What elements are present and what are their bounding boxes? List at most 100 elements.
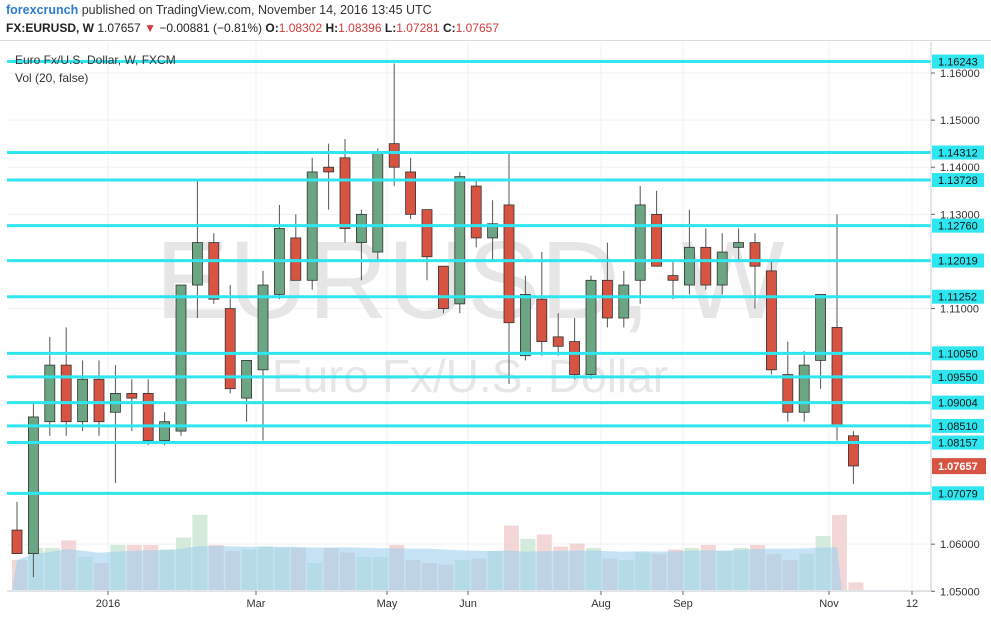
price-level-label: 1.12760: [938, 221, 978, 233]
candle-body-down: [651, 213, 662, 267]
candle-body-down: [339, 157, 351, 229]
price-level-tag: [932, 289, 984, 304]
candle-body-down: [766, 270, 777, 371]
candle: [536, 252, 548, 356]
candle-body-up: [191, 242, 203, 286]
price-level-label: 1.16243: [938, 57, 978, 69]
candle: [733, 228, 744, 262]
candle-body-down: [552, 336, 564, 347]
candle: [552, 313, 564, 356]
open-value: 1.08302: [278, 21, 323, 35]
candle: [372, 148, 384, 262]
price-level-tag: [932, 395, 984, 410]
price-tick-label: 1.05000: [940, 586, 980, 598]
candle: [470, 181, 482, 248]
candle-body-up: [585, 279, 597, 375]
candle-body-up: [44, 364, 56, 423]
candle: [782, 341, 794, 422]
candle-body-down: [208, 242, 220, 300]
candle-body-down: [782, 374, 794, 413]
price-level-label: 1.14312: [938, 148, 978, 160]
candle: [766, 261, 777, 375]
ohlc-line: FX:EURUSD, W 1.07657 ▼ −0.00881 (−0.81%)…: [6, 21, 499, 35]
candle: [618, 270, 630, 328]
close-value: 1.07657: [455, 21, 500, 35]
last-price-label: 1.07657: [938, 461, 978, 473]
candle-body-up: [798, 364, 810, 413]
candle: [11, 501, 23, 555]
candle-body-down: [848, 435, 859, 467]
price-tick-label: 1.16000: [940, 68, 980, 80]
price-level-tag: [932, 486, 984, 501]
candle: [798, 350, 810, 422]
candle: [323, 143, 335, 210]
candle-body-down: [503, 204, 515, 324]
time-axis[interactable]: 2016 Mar May Jun Aug Sep Nov 12: [96, 591, 918, 610]
candle-body-up: [634, 204, 646, 281]
candle-body-down: [421, 209, 433, 258]
low-label: L:: [384, 21, 397, 35]
candle: [306, 157, 318, 290]
horizontal-levels[interactable]: [7, 60, 931, 495]
candle: [503, 153, 515, 384]
volume-ma-area: [12, 546, 842, 590]
candle: [585, 275, 597, 380]
candle-body-down: [323, 166, 335, 173]
candle: [27, 402, 39, 578]
candle-body-up: [684, 246, 695, 286]
candle-body-down: [388, 143, 400, 168]
time-tick-label: Sep: [673, 598, 693, 610]
candle-body-down: [142, 392, 154, 441]
price-level-tag: [932, 369, 984, 384]
volume-legend: Vol (20, false): [15, 71, 88, 85]
candle-body-up: [815, 294, 826, 361]
symbol-label: FX:EURUSD, W: [6, 21, 94, 35]
last-price-tag: [932, 458, 986, 475]
candle: [257, 270, 269, 441]
plot-area: [7, 42, 931, 591]
price-level-label: 1.11252: [938, 292, 977, 304]
candle-body-up: [355, 213, 367, 244]
candle-body-up: [733, 242, 744, 248]
candle-body-up: [257, 284, 269, 371]
chart-legend-title: Euro Fx/U.S. Dollar, W, FXCM: [15, 53, 176, 67]
candle: [520, 275, 531, 361]
price-axis[interactable]: 1.05000 1.06000 1.11000 1.13000 1.14000 1.150…: [931, 68, 980, 598]
candle: [355, 209, 367, 281]
candle: [651, 190, 662, 267]
candle-body-down: [470, 185, 482, 239]
candle: [848, 431, 859, 484]
change-down-icon: ▼: [144, 21, 156, 35]
volume-bar: [848, 582, 864, 590]
candle-body-up: [77, 378, 88, 423]
price-level-tag: [932, 346, 984, 361]
price-level-label: 1.09004: [938, 398, 978, 410]
candle: [93, 360, 105, 436]
price-tick-label: 1.15000: [940, 115, 980, 127]
candle-body-up: [716, 251, 728, 286]
candle-body-up: [487, 223, 499, 239]
author-link[interactable]: forexcrunch: [6, 3, 79, 17]
price-level-tag: [932, 253, 984, 268]
candle: [437, 265, 449, 314]
time-tick-label: Nov: [819, 598, 839, 610]
candle-body-down: [405, 171, 417, 215]
candle: [634, 186, 646, 304]
candle: [487, 200, 499, 262]
price-axis-labels: 1.16243 1.14312 1.13728 1.12760 1.12019 1.112…: [932, 54, 986, 501]
candle-body-up: [241, 360, 253, 399]
price-tick-label: 1.13000: [940, 209, 980, 221]
price-tick-label: 1.06000: [940, 539, 980, 551]
time-tick-label: Mar: [247, 598, 266, 610]
price-level-label: 1.10050: [938, 348, 978, 360]
candle-body-down: [93, 378, 105, 423]
candle-body-up: [159, 421, 171, 441]
chart-header: forexcrunch published on TradingView.com…: [0, 0, 991, 41]
candle: [175, 284, 187, 436]
open-label: O:: [265, 21, 279, 35]
price-level-label: 1.09550: [938, 372, 978, 384]
candle: [388, 63, 400, 187]
candle: [454, 171, 466, 314]
candle: [684, 209, 695, 295]
